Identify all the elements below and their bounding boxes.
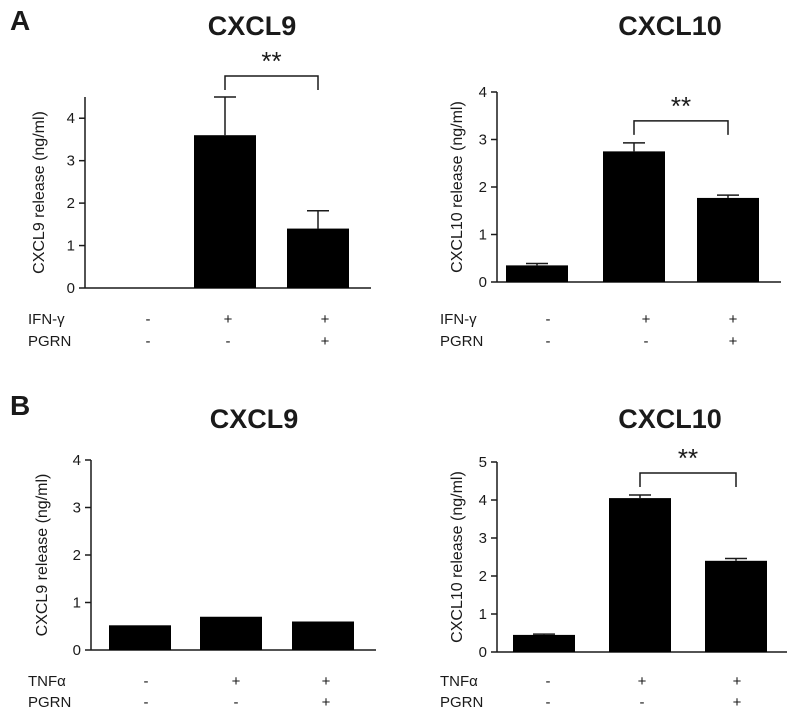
y-tick-label: 4 <box>479 84 487 101</box>
y-tick-label: 1 <box>479 606 487 623</box>
y-tick-label: 2 <box>479 568 487 585</box>
y-tick-label: 2 <box>67 195 75 212</box>
chart-panel-2: CXCL10 0 1 2 3 4 CXCL10 release (ng/ml) ** IFN-γ… <box>440 11 781 350</box>
condition-label: PGRN <box>28 333 71 350</box>
bar <box>513 634 575 652</box>
bar <box>109 625 171 650</box>
chart-panel-4: CXCL10 0 1 2 3 4 5 CXCL10 release (ng/ml) ** TNFα… <box>440 404 787 711</box>
panel-letter: A <box>10 5 30 36</box>
bar <box>287 228 349 288</box>
condition-mark: - <box>146 311 151 328</box>
y-tick-label: 3 <box>67 153 75 170</box>
bar <box>200 616 262 650</box>
chart-panel-3: B CXCL9 0 1 2 3 4 CXCL9 release (ng/ml) TNFα - + + P… <box>10 390 376 711</box>
condition-mark: - <box>234 694 239 711</box>
significance-bracket <box>633 120 729 135</box>
condition-mark: + <box>232 673 241 690</box>
condition-label: PGRN <box>440 694 483 711</box>
condition-mark: + <box>729 311 738 328</box>
y-tick-label: 0 <box>67 280 75 297</box>
condition-mark: + <box>638 673 647 690</box>
y-tick-label: 2 <box>479 179 487 196</box>
y-tick-label: 3 <box>73 500 81 517</box>
y-tick-label: 1 <box>73 595 81 612</box>
condition-mark: - <box>546 311 551 328</box>
y-axis-label: CXCL9 release (ng/ml) <box>31 111 48 274</box>
condition-mark: + <box>733 673 742 690</box>
condition-label: PGRN <box>440 333 483 350</box>
significance-label: ** <box>678 443 698 473</box>
y-tick-label: 3 <box>479 530 487 547</box>
chart-panel-1: A CXCL9 0 1 2 3 4 CXCL9 release (ng/ml) ** IFN-γ -… <box>10 5 371 350</box>
condition-mark: + <box>322 673 331 690</box>
y-tick-label: 0 <box>73 642 81 659</box>
condition-mark: + <box>321 333 330 350</box>
significance-bracket <box>639 472 737 488</box>
condition-mark: - <box>640 694 645 711</box>
condition-mark: + <box>224 311 233 328</box>
bar <box>506 265 568 282</box>
y-tick-label: 2 <box>73 547 81 564</box>
chart-title: CXCL10 <box>618 11 722 41</box>
y-tick-label: 0 <box>479 274 487 291</box>
bar <box>609 498 671 652</box>
chart-title: CXCL9 <box>208 11 297 41</box>
condition-label: PGRN <box>28 694 71 711</box>
condition-mark: - <box>146 333 151 350</box>
bar <box>292 621 354 650</box>
y-tick-label: 4 <box>67 110 75 127</box>
y-tick-label: 4 <box>479 492 487 509</box>
condition-mark: + <box>321 311 330 328</box>
condition-mark: + <box>642 311 651 328</box>
bar <box>603 151 665 282</box>
significance-label: ** <box>261 46 281 76</box>
condition-label: IFN-γ <box>28 311 65 328</box>
y-axis-label: CXCL10 release (ng/ml) <box>449 101 466 273</box>
y-tick-label: 0 <box>479 644 487 661</box>
y-tick-label: 5 <box>479 454 487 471</box>
condition-mark: - <box>546 673 551 690</box>
y-tick-label: 4 <box>73 452 81 469</box>
condition-mark: - <box>546 333 551 350</box>
significance-bracket <box>224 75 319 90</box>
condition-mark: - <box>546 694 551 711</box>
y-tick-label: 3 <box>479 132 487 149</box>
chart-title: CXCL9 <box>210 404 299 434</box>
y-axis-label: CXCL9 release (ng/ml) <box>34 474 51 637</box>
condition-mark: + <box>729 333 738 350</box>
chart-title: CXCL10 <box>618 404 722 434</box>
panel-letter: B <box>10 390 30 421</box>
bar <box>194 135 256 288</box>
condition-mark: - <box>226 333 231 350</box>
condition-mark: - <box>144 673 149 690</box>
significance-label: ** <box>671 91 691 121</box>
condition-label: TNFα <box>440 673 478 690</box>
condition-mark: + <box>322 694 331 711</box>
condition-label: IFN-γ <box>440 311 477 328</box>
bar <box>705 560 767 652</box>
y-tick-label: 1 <box>67 238 75 255</box>
y-axis-label: CXCL10 release (ng/ml) <box>449 471 466 643</box>
bar <box>697 197 759 282</box>
condition-mark: - <box>644 333 649 350</box>
condition-label: TNFα <box>28 673 66 690</box>
condition-mark: + <box>733 694 742 711</box>
y-tick-label: 1 <box>479 227 487 244</box>
condition-mark: - <box>144 694 149 711</box>
